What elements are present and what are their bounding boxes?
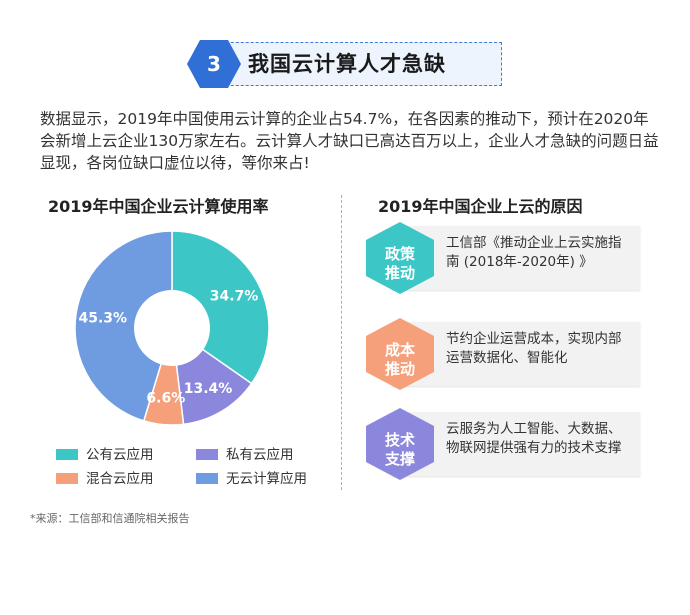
intro-paragraph: 数据显示，2019年中国使用云计算的企业占54.7%，在各因素的推动下，预计在2… <box>40 110 659 172</box>
reason-text: 云服务为人工智能、大数据、物联网提供强有力的技术支撑 <box>446 421 622 456</box>
reason-tech: 技术 支撑 云服务为人工智能、大数据、物联网提供强有力的技术支撑 <box>364 408 640 480</box>
header-dashed-box <box>206 42 502 86</box>
reasons-title: 2019年中国企业上云的原因 <box>378 197 583 216</box>
legend-item-public: 公有云应用 <box>56 446 154 464</box>
slice-label: 34.7% <box>210 289 259 305</box>
legend-swatch <box>56 473 78 484</box>
legend-swatch <box>56 449 78 460</box>
reason-text: 节约企业运营成本，实现内部运营数据化、智能化 <box>446 331 622 366</box>
reason-hexagon-icon <box>366 222 434 294</box>
slice-label: 6.6% <box>146 391 185 407</box>
number-hexagon-icon <box>187 40 241 88</box>
donut-slice <box>171 230 270 385</box>
reason-text: 工信部《推动企业上云实施指南 (2018年-2020年) 》 <box>446 235 622 270</box>
legend-item-none: 无云计算应用 <box>196 470 307 488</box>
legend-item-hybrid: 混合云应用 <box>56 470 154 488</box>
source-note: *来源：工信部和信通院相关报告 <box>30 512 190 525</box>
legend-item-private: 私有云应用 <box>196 446 294 464</box>
chart-title: 2019年中国企业云计算使用率 <box>48 197 269 216</box>
reason-policy: 政策 推动 工信部《推动企业上云实施指南 (2018年-2020年) 》 <box>364 222 640 294</box>
reason-tag: 成本 推动 <box>384 341 415 378</box>
section-header: 3 我国云计算人才急缺 <box>186 38 506 90</box>
donut-chart: 34.7% 13.4%6.6% 45.3% <box>74 230 270 426</box>
legend-swatch <box>196 473 218 484</box>
slice-label: 13.4% <box>184 381 233 397</box>
legend-swatch <box>196 449 218 460</box>
reason-cost: 成本 推动 节约企业运营成本，实现内部运营数据化、智能化 <box>364 318 640 390</box>
reason-hexagon-icon <box>366 408 434 480</box>
donut-hole <box>134 290 210 366</box>
column-divider <box>341 195 342 490</box>
section-title: 我国云计算人才急缺 <box>248 52 446 76</box>
reason-tag: 政策 推动 <box>384 245 415 282</box>
reason-hexagon-icon <box>366 318 434 390</box>
reason-tag: 技术 支撑 <box>384 431 415 468</box>
section-number: 3 <box>207 52 221 76</box>
donut-slice <box>74 230 173 422</box>
slice-label: 45.3% <box>78 311 127 327</box>
